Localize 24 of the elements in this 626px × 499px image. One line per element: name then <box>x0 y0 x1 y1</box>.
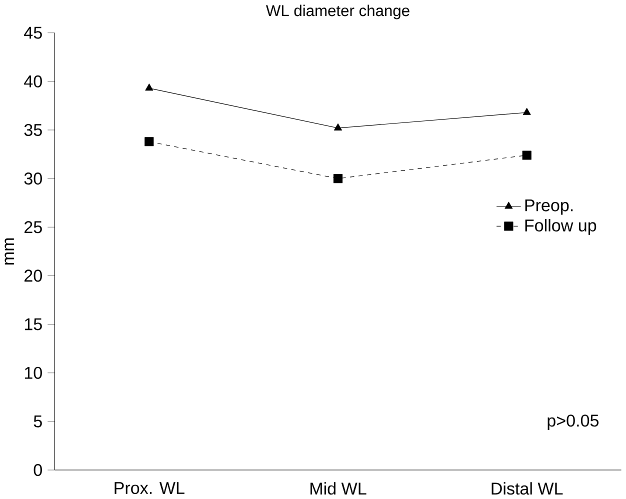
y-axis-title: mm <box>4 238 14 264</box>
y-tick-label: 40 <box>24 75 42 88</box>
y-tick-label: 10 <box>24 366 42 379</box>
point <box>522 150 532 160</box>
y-tick-label: 30 <box>24 172 42 184</box>
y-tick-label: 0 <box>34 464 42 476</box>
x-tick-label: Mid WL <box>310 482 366 494</box>
x-tick-label: Prox. WL <box>114 482 184 494</box>
point <box>334 123 342 130</box>
point <box>144 136 154 146</box>
legend-label: Follow up <box>525 218 596 235</box>
y-tick-label: 15 <box>24 318 42 330</box>
chart-title: WL diameter change <box>266 4 410 20</box>
y-tick-label: 5 <box>34 415 42 428</box>
legend-label: Preop. <box>525 199 573 215</box>
y-tick-label: 20 <box>24 269 42 282</box>
y-tick-label: 35 <box>24 124 42 136</box>
x-tick-label: Distal WL <box>492 482 563 494</box>
y-tick-label: 45 <box>24 26 42 39</box>
annotation: p>0.05 <box>548 414 599 430</box>
point <box>522 108 531 115</box>
point <box>333 174 343 183</box>
y-tick-label: 25 <box>24 220 42 233</box>
point <box>145 83 154 90</box>
